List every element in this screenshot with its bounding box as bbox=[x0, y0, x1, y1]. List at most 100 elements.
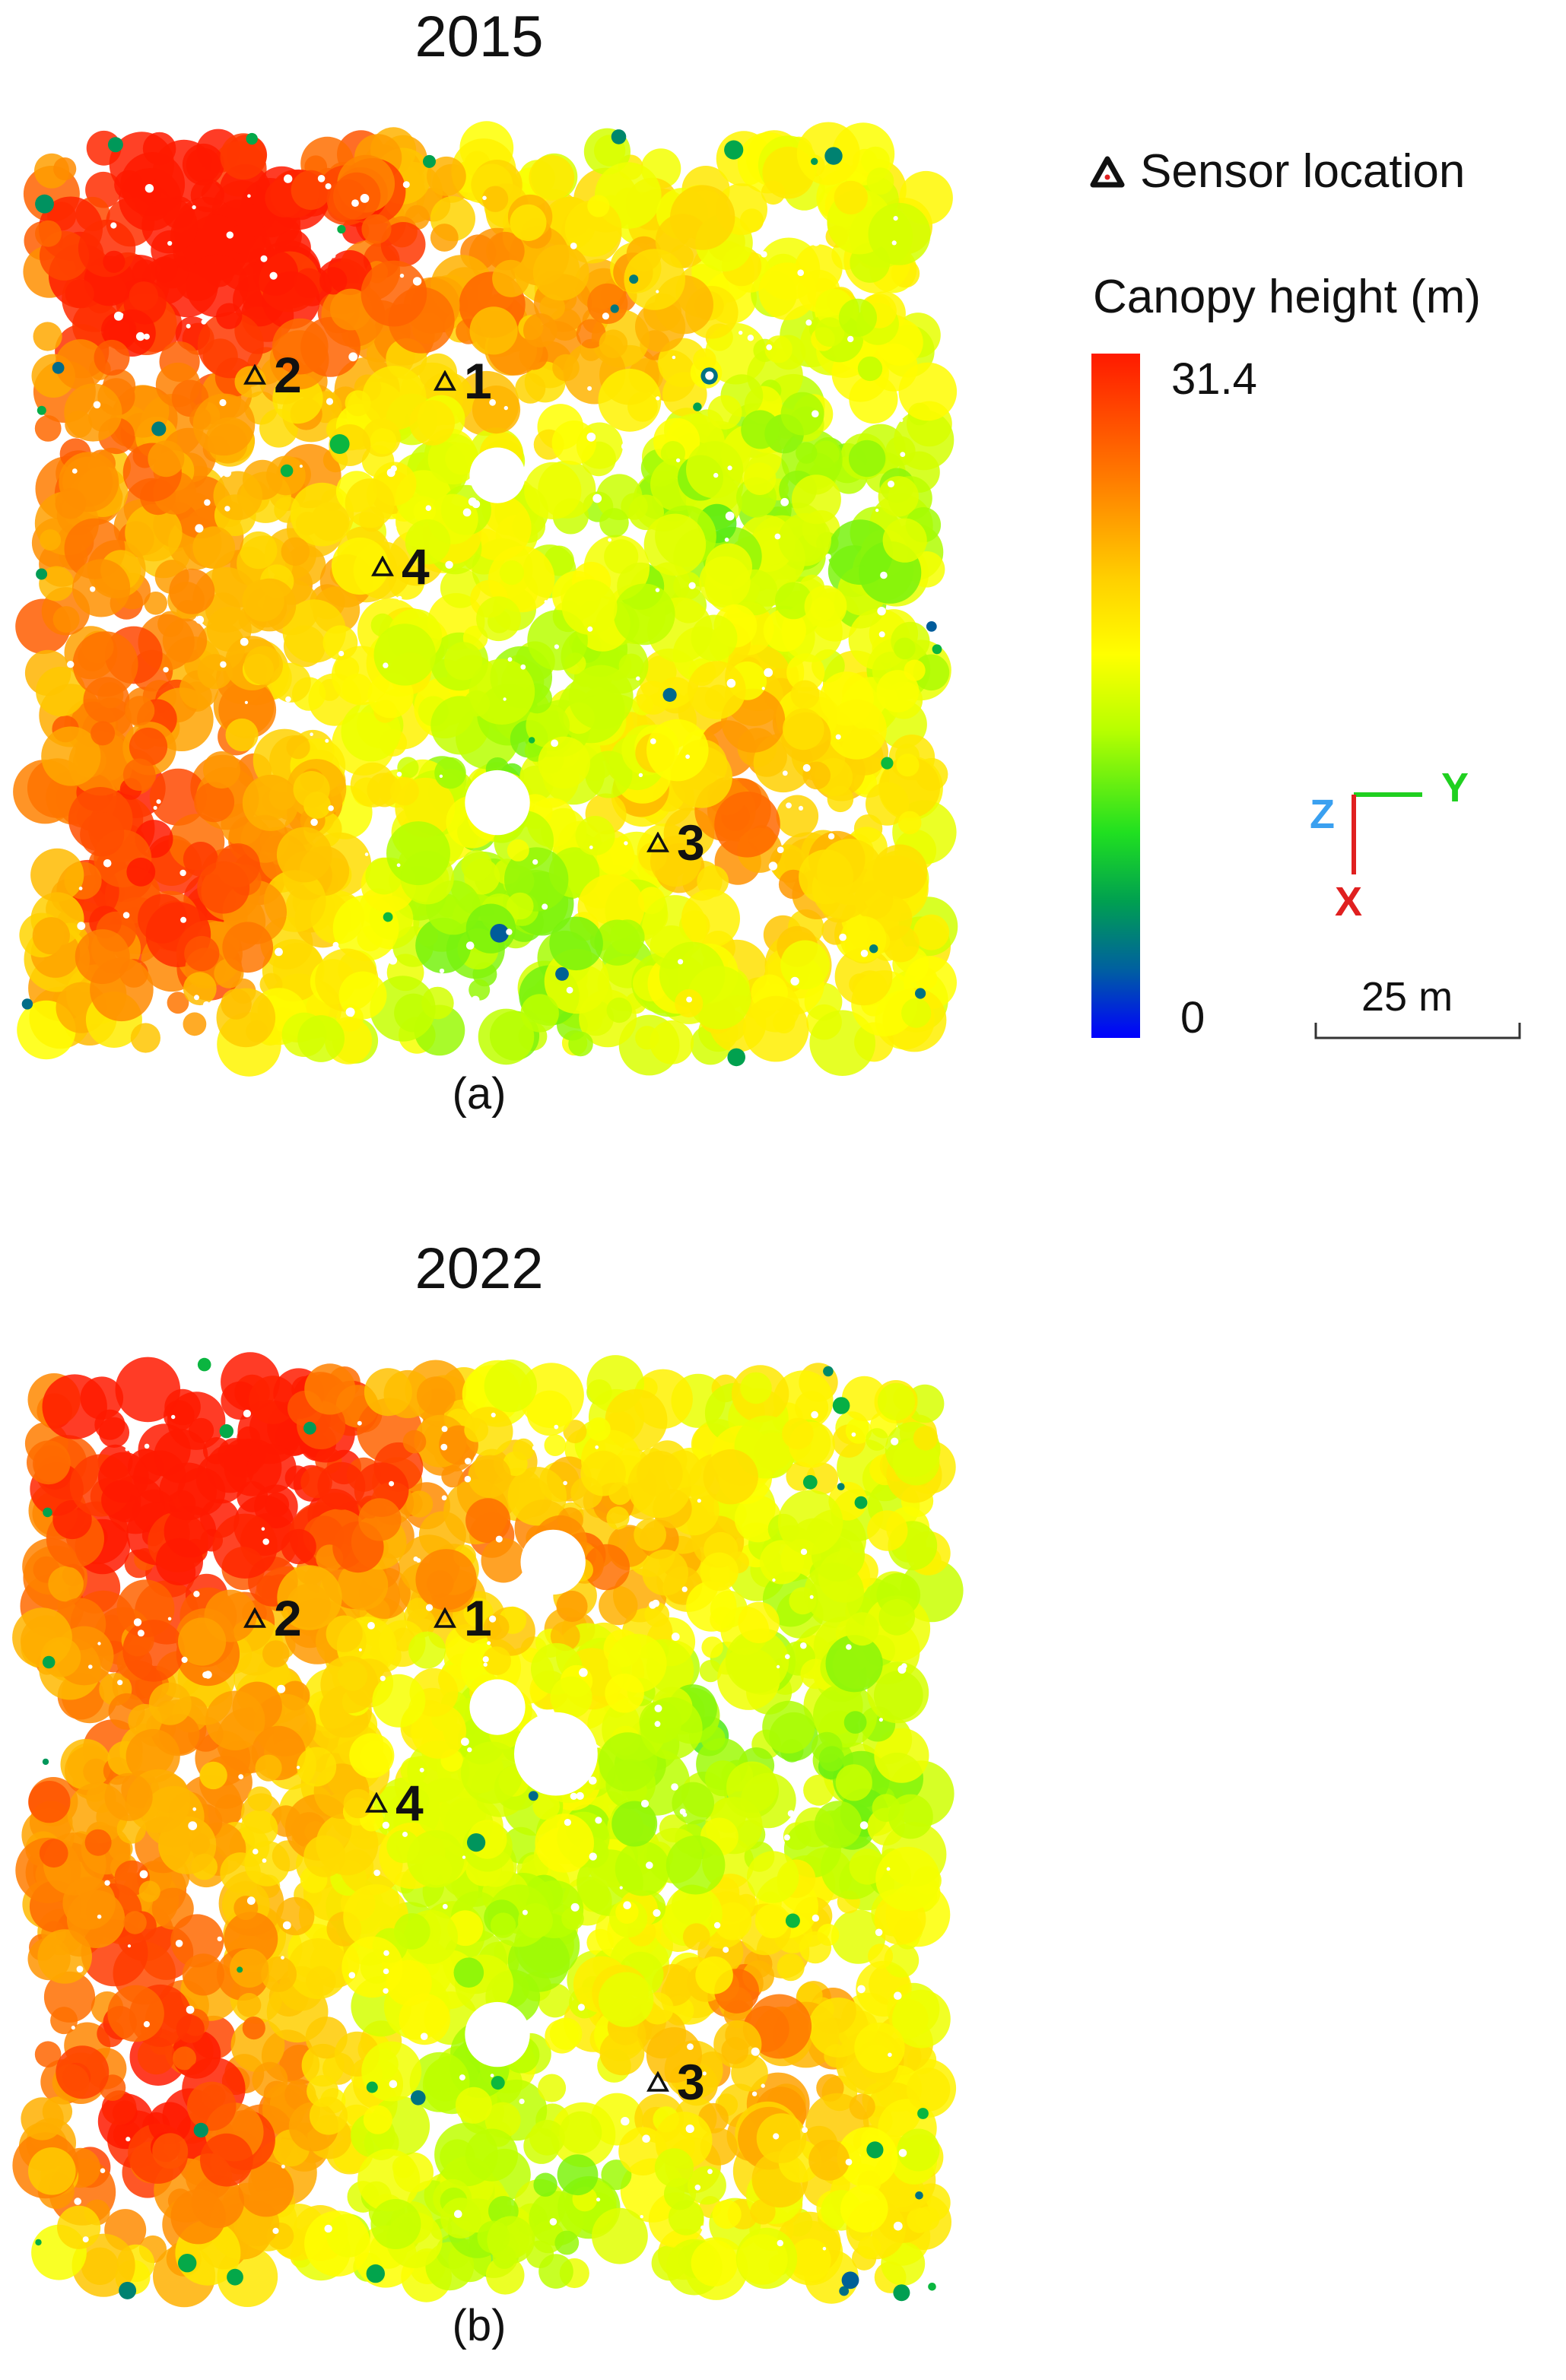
canopy-gap bbox=[275, 947, 283, 957]
ground-patch bbox=[197, 1357, 211, 1372]
canopy-crown bbox=[526, 703, 570, 748]
canopy-crown bbox=[281, 1528, 316, 1565]
ground-patch bbox=[727, 1048, 745, 1067]
canopy-crown bbox=[430, 224, 459, 252]
canopy-gap bbox=[766, 344, 773, 351]
canopy-crown bbox=[408, 1631, 446, 1669]
canopy-gap bbox=[761, 687, 765, 690]
canopy-gap bbox=[549, 2218, 557, 2226]
canopy-crown bbox=[125, 1728, 180, 1784]
canopy-crown bbox=[114, 170, 144, 200]
canopy-gap bbox=[888, 2052, 892, 2058]
canopy-gap bbox=[383, 1988, 389, 1994]
canopy-gap bbox=[805, 319, 812, 326]
canopy-crown bbox=[472, 386, 521, 434]
canopy-gap bbox=[845, 2159, 853, 2166]
canopy-gap bbox=[654, 1704, 662, 1712]
canopy-crown bbox=[465, 2128, 519, 2182]
canopy-crown bbox=[776, 795, 819, 838]
canopy-gap bbox=[193, 1591, 200, 1598]
canopy-gap bbox=[544, 600, 548, 604]
canopy-gap bbox=[380, 1675, 386, 1681]
canopy-crown bbox=[306, 1966, 336, 1997]
canopy-gap bbox=[217, 1936, 222, 1942]
canopy-gap bbox=[99, 620, 103, 626]
canopy-crown bbox=[319, 267, 348, 295]
canopy-gap bbox=[623, 1901, 631, 1909]
canopy-crown bbox=[317, 1461, 366, 1510]
canopy-crown bbox=[583, 1544, 630, 1591]
canopy-gap bbox=[702, 2071, 707, 2076]
canopy-crown bbox=[297, 1747, 337, 1787]
sensor-marker-2022-4[interactable]: 4 bbox=[365, 1778, 424, 1828]
canopy-crown bbox=[370, 2199, 421, 2249]
canopy-crown bbox=[695, 1956, 733, 1994]
canopy-crown bbox=[205, 1690, 265, 1750]
canopy-gap bbox=[783, 1834, 790, 1841]
canopy-gap bbox=[262, 1858, 267, 1863]
canopy-gap bbox=[893, 216, 898, 221]
ground-patch bbox=[467, 1833, 486, 1852]
canopy-crown bbox=[304, 2210, 370, 2277]
canopy-crown bbox=[487, 2216, 535, 2264]
sensor-marker-2015-2[interactable]: 2 bbox=[243, 350, 302, 400]
canopy-gap bbox=[886, 1867, 891, 1871]
canopy-gap bbox=[782, 770, 788, 776]
canopy-crown bbox=[481, 1537, 526, 1583]
canopy-crown bbox=[103, 250, 125, 273]
canopy-gap bbox=[532, 1445, 538, 1451]
canopy-gap bbox=[181, 1656, 188, 1663]
canopy-gap bbox=[566, 986, 573, 994]
canopy-crown bbox=[303, 1835, 346, 1877]
canopy-crown bbox=[688, 2166, 726, 2205]
canopy-crown bbox=[230, 1948, 269, 1988]
canopy-crown bbox=[402, 1430, 427, 1454]
canopy-gap bbox=[551, 739, 558, 747]
canopy-crown bbox=[549, 916, 603, 971]
canopy-crown bbox=[777, 1953, 805, 1982]
canopy-crown bbox=[122, 1620, 185, 1682]
sensor-marker-2022-1[interactable]: 1 bbox=[434, 1593, 492, 1643]
canopy-gap bbox=[425, 1604, 434, 1611]
canopy-crown bbox=[40, 529, 62, 551]
canopy-gap bbox=[595, 1445, 599, 1449]
canopy-crown bbox=[818, 1746, 845, 1772]
sensor-marker-2022-3[interactable]: 3 bbox=[646, 2057, 705, 2107]
canopy-crown bbox=[866, 167, 894, 195]
canopy-crown bbox=[91, 721, 116, 746]
canopy-gap bbox=[435, 750, 440, 756]
ground-patch bbox=[490, 924, 509, 943]
sensor-marker-2015-1[interactable]: 1 bbox=[434, 356, 492, 406]
canopy-crown bbox=[123, 1911, 147, 1934]
canopy-crown bbox=[413, 500, 436, 523]
canopy-gap bbox=[97, 1642, 101, 1645]
canopy-gap bbox=[768, 862, 778, 871]
scalebar bbox=[1314, 1023, 1521, 1039]
ground-patch bbox=[811, 157, 818, 165]
canopy-crown bbox=[101, 1480, 141, 1520]
canopy-crown bbox=[28, 2147, 76, 2195]
canopy-gap bbox=[281, 1956, 284, 1960]
canopy-crown bbox=[646, 719, 709, 782]
sensor-marker-2015-4[interactable]: 4 bbox=[371, 541, 430, 592]
canopy-gap bbox=[802, 763, 811, 772]
canopy-crown bbox=[882, 518, 927, 563]
canopy-gap bbox=[389, 2080, 398, 2089]
canopy-crown bbox=[843, 1711, 867, 1734]
sensor-marker-2022-2[interactable]: 2 bbox=[243, 1593, 302, 1643]
canopy-gap bbox=[875, 1928, 883, 1937]
canopy-gap bbox=[570, 1902, 580, 1912]
canopy-gap bbox=[894, 1991, 902, 2000]
canopy-gap bbox=[145, 184, 154, 193]
canopy-gap bbox=[389, 525, 397, 532]
canopy-crown bbox=[857, 356, 883, 382]
canopy-gap bbox=[812, 410, 819, 417]
canopy-gap bbox=[857, 1985, 866, 1994]
ground-patch bbox=[280, 464, 294, 478]
canopy-gap bbox=[457, 355, 464, 361]
axis-y-label: Y bbox=[1441, 765, 1469, 811]
canopy-gap bbox=[503, 697, 507, 701]
sensor-marker-2015-3[interactable]: 3 bbox=[646, 817, 705, 868]
canopy-gap bbox=[399, 273, 405, 278]
canopy-crown bbox=[660, 441, 686, 466]
